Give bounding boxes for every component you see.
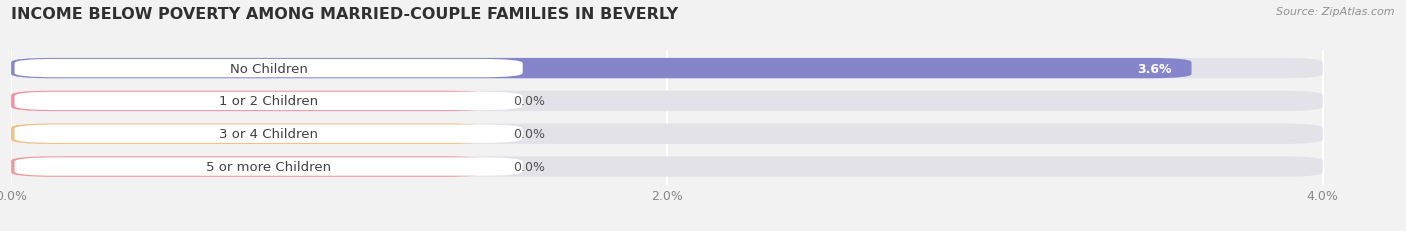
Text: Source: ZipAtlas.com: Source: ZipAtlas.com (1277, 7, 1395, 17)
Text: 1 or 2 Children: 1 or 2 Children (219, 95, 318, 108)
Text: 5 or more Children: 5 or more Children (207, 160, 332, 173)
FancyBboxPatch shape (14, 158, 523, 176)
FancyBboxPatch shape (11, 124, 486, 144)
Text: 0.0%: 0.0% (513, 128, 546, 141)
FancyBboxPatch shape (11, 124, 1323, 144)
FancyBboxPatch shape (11, 91, 486, 112)
Text: 0.0%: 0.0% (513, 160, 546, 173)
FancyBboxPatch shape (11, 157, 486, 177)
Text: 0.0%: 0.0% (513, 95, 546, 108)
FancyBboxPatch shape (14, 125, 523, 143)
FancyBboxPatch shape (11, 157, 1323, 177)
Text: INCOME BELOW POVERTY AMONG MARRIED-COUPLE FAMILIES IN BEVERLY: INCOME BELOW POVERTY AMONG MARRIED-COUPL… (11, 7, 678, 22)
Text: No Children: No Children (229, 62, 308, 75)
Text: 3.6%: 3.6% (1137, 62, 1171, 75)
FancyBboxPatch shape (11, 59, 1323, 79)
FancyBboxPatch shape (11, 91, 1323, 112)
FancyBboxPatch shape (11, 59, 1191, 79)
FancyBboxPatch shape (14, 92, 523, 111)
Text: 3 or 4 Children: 3 or 4 Children (219, 128, 318, 141)
FancyBboxPatch shape (14, 60, 523, 78)
